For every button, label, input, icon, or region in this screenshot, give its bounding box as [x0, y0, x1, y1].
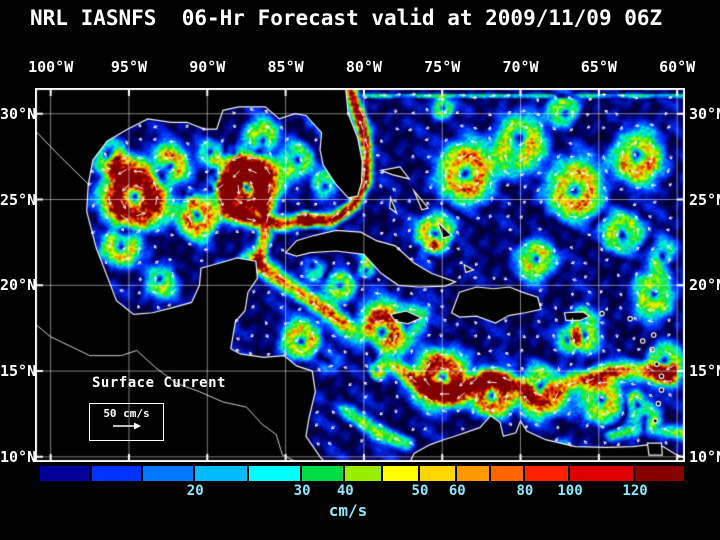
lat-label-right: 30°N	[689, 104, 720, 123]
lat-label-left: 30°N	[0, 104, 37, 123]
lat-label-left: 15°N	[0, 362, 37, 381]
colorbar-segment	[419, 466, 458, 481]
colorbar-tick: 20	[186, 483, 204, 499]
colorbar-tick: 80	[516, 483, 534, 499]
lon-label: 85°W	[267, 58, 304, 76]
colorbar-segment	[143, 466, 196, 481]
colorbar-segment	[40, 466, 92, 481]
lon-label: 65°W	[580, 58, 617, 76]
colorbar-tick: 30	[293, 483, 311, 499]
colorbar-segment	[345, 466, 383, 481]
colorbar-segment	[195, 466, 249, 481]
lat-label-right: 15°N	[689, 362, 720, 381]
colorbar-segment	[248, 466, 303, 481]
colorbar-segment	[382, 466, 420, 481]
lon-label: 100°W	[28, 58, 74, 76]
lon-label: 95°W	[110, 58, 148, 76]
colorbar-segment	[524, 466, 570, 481]
colorbar-tick: 120	[622, 483, 648, 499]
surface-current-map	[35, 88, 685, 462]
lat-label-right: 20°N	[689, 276, 720, 295]
surface-current-annotation: Surface Current	[92, 375, 226, 391]
colorbar-tick-labels: 20 30 40 50 60 80 100 120	[40, 483, 684, 500]
colorbar-units-label: cm/s	[328, 501, 368, 520]
colorbar-segment	[569, 466, 635, 481]
colorbar-segment	[634, 466, 684, 481]
current-scale-box: 50 cm/s	[89, 403, 164, 441]
lon-label: 90°W	[189, 58, 226, 76]
colorbar-segment	[302, 466, 346, 481]
colorbar-tick: 50	[411, 483, 429, 499]
colorbar-segment	[457, 466, 491, 481]
lon-label: 70°W	[502, 58, 539, 76]
lat-label-left: 25°N	[0, 190, 37, 209]
lat-label-left: 20°N	[0, 276, 37, 295]
scale-value-label: 50 cm/s	[103, 407, 150, 420]
colorbar-segment	[91, 466, 144, 481]
page-title: NRL IASNFS 06-Hr Forecast valid at 2009/…	[30, 6, 663, 30]
lon-label: 75°W	[424, 58, 461, 76]
lat-label-left: 10°N	[0, 447, 37, 466]
colorbar-tick: 40	[336, 483, 354, 499]
lon-label: 60°W	[659, 58, 696, 76]
scale-arrow-icon	[112, 422, 141, 430]
colorbar-tick: 60	[448, 483, 466, 499]
colorbar	[40, 466, 684, 481]
colorbar-segment	[490, 466, 525, 481]
lat-label-right: 10°N	[689, 447, 720, 466]
colorbar-tick: 100	[557, 483, 583, 499]
lat-label-right: 25°N	[689, 190, 720, 209]
lon-label: 80°W	[345, 58, 382, 76]
